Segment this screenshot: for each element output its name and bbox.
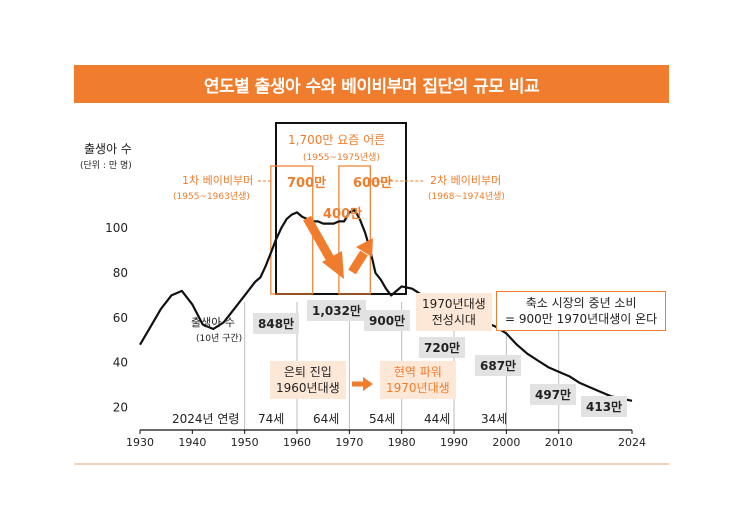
gen2-range: (1968~1974년생) — [428, 192, 505, 202]
shrink-callout: 축소 시장의 중년 소비 = 900만 1970년대생이 온다 — [496, 291, 667, 331]
retire-callout: 은퇴 진입 1960년대생 — [270, 361, 346, 399]
x-tick-label-2010: 2010 — [545, 436, 573, 449]
power-line1: 현역 파워 — [393, 365, 442, 379]
decade-sub: (10년 구간) — [196, 334, 243, 344]
era-line2: 전성시대 — [431, 313, 476, 327]
series-line-births — [139, 209, 633, 402]
decade-value-2000s: 497만 — [530, 384, 577, 405]
x-tick-label-1950: 1950 — [231, 436, 259, 449]
x-tick-label-2024: 2024 — [618, 436, 646, 449]
x-tick-label-1930: 1930 — [126, 436, 154, 449]
age-1980s: 44세 — [424, 412, 451, 426]
y-tick-label-80: 80 — [113, 266, 128, 280]
gen2-title: 2차 베이비부머 — [430, 174, 502, 187]
decade-value-1950s: 848만 — [253, 313, 300, 334]
rise-arrow-head — [356, 238, 373, 257]
x-tick-label-2000: 2000 — [492, 436, 520, 449]
decade-value-1970s: 900만 — [364, 310, 411, 331]
gen2-rect — [338, 165, 371, 295]
peak-box-range: (1955~1975년생) — [303, 153, 380, 163]
chart-title: 연도별 출생아 수와 베이비부머 집단의 규모 비교 — [74, 65, 669, 103]
decline-arrow-head — [322, 251, 344, 279]
shrink-line2: = 900만 1970년대생이 온다 — [505, 312, 658, 326]
age-1990s: 34세 — [481, 412, 508, 426]
rise-arrow-shaft — [348, 250, 368, 275]
power-line2: 1970년대생 — [386, 381, 450, 395]
power-callout: 현역 파워 1970년대생 — [380, 361, 456, 399]
x-tick-label-1940: 1940 — [178, 436, 206, 449]
era-callout: 1970년대생 전성시대 — [416, 293, 492, 331]
x-tick-label-1960: 1960 — [283, 436, 311, 449]
y-tick-label-60: 60 — [113, 311, 128, 325]
gen1-value: 700만 — [287, 176, 327, 191]
y-tick-label-20: 20 — [113, 401, 128, 415]
decade-value-1960s: 1,032만 — [307, 300, 366, 321]
decade-value-2010s: 413만 — [581, 396, 628, 417]
decade-value-1990s: 687만 — [475, 355, 522, 376]
age-1960s: 64세 — [313, 412, 340, 426]
gen1-range: (1955~1963년생) — [173, 192, 250, 202]
peak-box-title: 1,700만 요즘 어른 — [288, 133, 386, 147]
age-title: 2024년 연령 — [172, 412, 240, 426]
bottom-rule — [74, 463, 669, 465]
y-axis-label: 출생아 수 — [84, 142, 132, 156]
gen2-value: 600만 — [353, 176, 393, 191]
x-tick-label-1970: 1970 — [335, 436, 363, 449]
x-tick-label-1980: 1980 — [388, 436, 416, 449]
decline-arrow-shaft — [303, 215, 336, 265]
retire-line1: 은퇴 진입 — [283, 365, 332, 379]
transition-arrow-head — [363, 377, 373, 391]
y-tick-label-40: 40 — [113, 356, 128, 370]
age-1970s: 54세 — [369, 412, 396, 426]
y-tick-label-100: 100 — [105, 221, 128, 235]
era-line1: 1970년대생 — [422, 297, 486, 311]
gap-value: 400만 — [323, 207, 363, 222]
y-axis-unit: (단위 : 만 명) — [80, 161, 132, 171]
decade-value-1980s: 720만 — [419, 337, 466, 358]
x-tick-label-1990: 1990 — [440, 436, 468, 449]
age-1950s: 74세 — [258, 412, 285, 426]
shrink-line1: 축소 시장의 중년 소비 — [525, 296, 637, 310]
retire-line2: 1960년대생 — [276, 381, 340, 395]
decade-label: 출생아 수 — [191, 316, 235, 329]
gen1-title: 1차 베이비부머 — [182, 174, 254, 187]
